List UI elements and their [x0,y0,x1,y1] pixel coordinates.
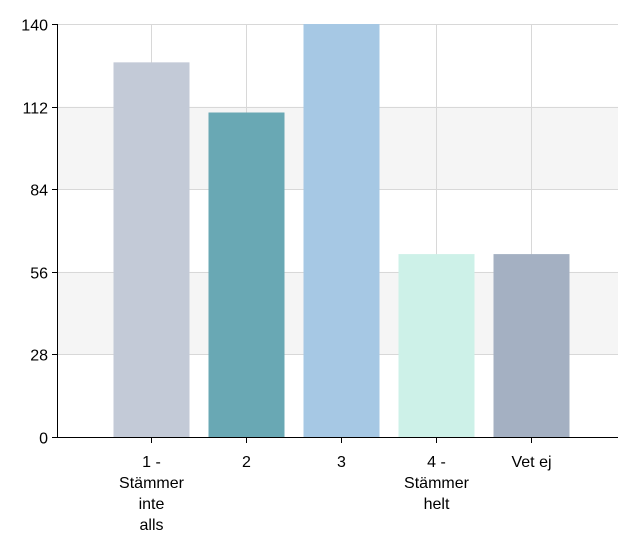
y-tick-label: 0 [39,431,48,448]
x-tick-label: Vet ej [511,454,551,471]
bar [208,112,285,437]
y-tick-label: 84 [30,183,48,200]
x-axis-ticks: 1 -Stämmer inte alls 2 3 4 -Stämmer helt Vet ej [119,437,552,534]
y-tick-label: 112 [22,101,48,118]
bar [493,254,570,437]
x-tick-label: 4 -Stämmer helt [404,454,470,513]
y-axis-ticks: 0 28 56 84 112 140 [21,18,57,448]
x-tick-label: 3 [337,454,346,471]
axes [57,24,618,438]
x-tick-label: 2 [242,454,251,471]
bars [113,24,570,437]
y-tick-label: 56 [30,266,48,283]
y-tick-label: 28 [30,348,48,365]
bar [303,24,380,437]
x-tick-label: 1 -Stämmer inte alls [119,454,185,534]
bar [398,254,475,437]
y-tick-label: 140 [21,18,48,35]
bar [113,62,190,437]
